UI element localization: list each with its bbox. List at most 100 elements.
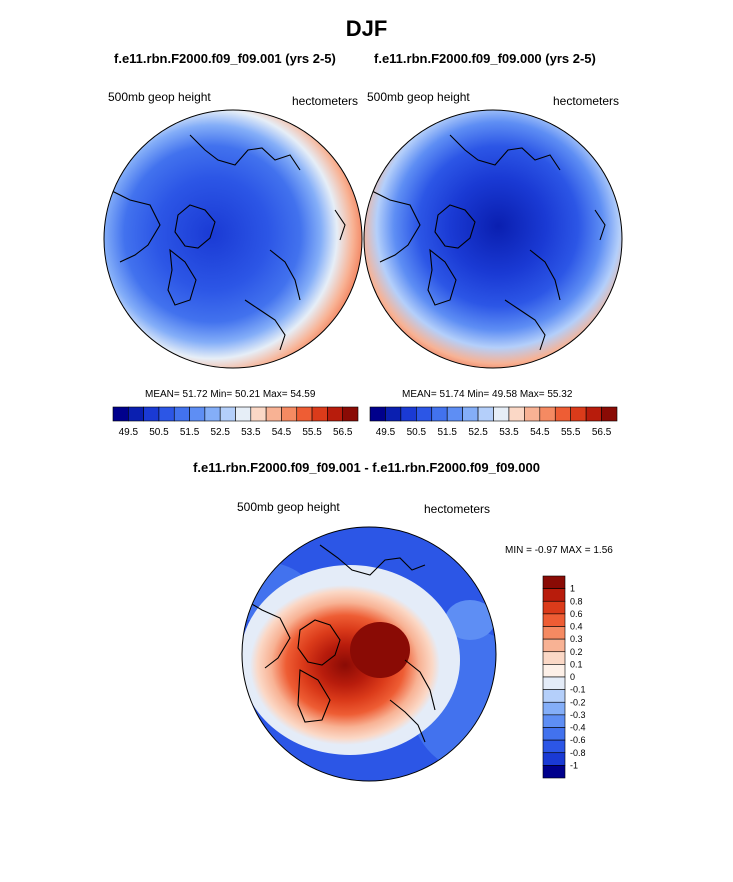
colorbar-cell xyxy=(281,406,298,422)
colorbar-cell xyxy=(542,701,566,716)
left-variable-label: 500mb geop height xyxy=(108,90,211,104)
colorbar-cell xyxy=(416,406,433,422)
left-panel-title: f.e11.rbn.F2000.f09_f09.001 (yrs 2-5) xyxy=(114,51,336,66)
colorbar-cell xyxy=(112,406,129,422)
diff-variable-label: 500mb geop height xyxy=(237,500,340,514)
colorbar-tick-label: 52.5 xyxy=(468,427,488,438)
right-map-coastlines xyxy=(369,134,606,351)
colorbar-tick-label: -0.4 xyxy=(570,723,586,733)
colorbar-cell xyxy=(219,406,236,422)
colorbar-tick-label: 49.5 xyxy=(119,427,139,438)
colorbar-cell xyxy=(542,714,566,728)
colorbar-tick-label: 51.5 xyxy=(180,427,200,438)
colorbar-tick-label: 0.6 xyxy=(570,609,583,619)
colorbar-tick-label: 53.5 xyxy=(241,427,261,438)
colorbar-tick-label: 56.5 xyxy=(592,427,612,438)
left-units-label: hectometers xyxy=(292,94,359,108)
colorbar-tick-label: 0.4 xyxy=(570,622,583,632)
colorbar-tick-label: 50.5 xyxy=(149,427,169,438)
colorbar-tick-label: -0.1 xyxy=(570,685,586,695)
colorbar-cell xyxy=(601,406,618,422)
colorbar-cell xyxy=(462,406,479,422)
colorbar-tick-label: 0.3 xyxy=(570,634,583,644)
colorbar-cell xyxy=(431,406,448,422)
colorbar-cell xyxy=(311,406,328,422)
colorbar-cell xyxy=(542,689,566,703)
left-map-coastlines xyxy=(109,134,346,351)
colorbar-cell xyxy=(400,406,417,422)
colorbar-cell xyxy=(265,406,282,422)
colorbar-tick-label: 0.2 xyxy=(570,647,583,657)
colorbar-tick-label: 56.5 xyxy=(333,427,353,438)
right-units-label: hectometers xyxy=(553,94,620,108)
colorbar-tick-label: -0.3 xyxy=(570,710,586,720)
colorbar-cell xyxy=(477,406,494,422)
colorbar-cell xyxy=(542,651,566,665)
colorbar-cell xyxy=(542,588,566,602)
diff-stats: MIN = -0.97 MAX = 1.56 xyxy=(505,545,613,556)
right-map xyxy=(363,109,623,369)
colorbar-cell xyxy=(570,406,587,422)
diff-panel-title: f.e11.rbn.F2000.f09_f09.001 - f.e11.rbn.… xyxy=(193,460,540,475)
diff-map xyxy=(241,526,497,782)
colorbar-tick-label: 0.8 xyxy=(570,596,583,606)
colorbar-cell xyxy=(542,575,566,589)
colorbar-cell xyxy=(143,406,160,422)
colorbar-cell xyxy=(542,638,566,653)
colorbar-cell xyxy=(542,752,566,766)
colorbar-tick-label: -0.2 xyxy=(570,697,586,707)
colorbar-cell xyxy=(542,600,566,615)
colorbar-cell xyxy=(173,406,190,422)
colorbar-cell xyxy=(204,406,221,422)
colorbar-tick-label: 1 xyxy=(570,584,575,594)
colorbar-cell xyxy=(508,406,525,422)
colorbar-tick-label: 52.5 xyxy=(210,427,230,438)
colorbar-cell xyxy=(542,727,566,741)
right-stats: MEAN= 51.74 Min= 49.58 Max= 55.32 xyxy=(402,389,573,400)
colorbar-cell xyxy=(342,406,359,422)
colorbar-cell xyxy=(296,406,313,422)
colorbar-cell xyxy=(585,406,602,422)
colorbar-cell xyxy=(189,406,206,422)
colorbar-tick-label: -0.8 xyxy=(570,748,586,758)
left-colorbar: 49.5 50.5 51.5 52.5 53.5 54.5 55.5 56.5 xyxy=(112,406,359,438)
figure-title: DJF xyxy=(345,16,388,41)
colorbar-cell xyxy=(493,406,510,422)
colorbar-cell xyxy=(542,765,566,779)
right-panel-title: f.e11.rbn.F2000.f09_f09.000 (yrs 2-5) xyxy=(374,51,596,66)
colorbar-tick-label: 55.5 xyxy=(302,427,322,438)
colorbar-cell xyxy=(235,406,252,422)
colorbar-tick-label: 53.5 xyxy=(499,427,519,438)
colorbar-cell xyxy=(542,676,566,690)
colorbar-tick-label: -1 xyxy=(570,760,578,770)
colorbar-tick-label: 0 xyxy=(570,672,575,682)
colorbar-cell xyxy=(327,406,343,422)
colorbar-tick-label: 0.1 xyxy=(570,659,583,669)
colorbar-cell xyxy=(385,406,402,422)
colorbar-cell xyxy=(524,406,541,422)
colorbar-cell xyxy=(446,406,463,422)
diff-colorbar: 1 0.8 0.6 0.4 0.3 0.2 0.1 0 -0.1 -0.2 -0.3 -0.4 -0.6… xyxy=(542,575,586,779)
colorbar-cell xyxy=(542,664,566,678)
colorbar-cell xyxy=(554,406,571,422)
diff-map-coastlines xyxy=(244,544,436,743)
colorbar-cell xyxy=(158,406,175,422)
colorbar-cell xyxy=(250,406,267,422)
colorbar-cell xyxy=(542,626,566,640)
colorbar-tick-label: 54.5 xyxy=(530,427,550,438)
colorbar-tick-label: 50.5 xyxy=(407,427,427,438)
colorbar-tick-label: 55.5 xyxy=(561,427,581,438)
colorbar-cell xyxy=(369,406,386,422)
left-stats: MEAN= 51.72 Min= 50.21 Max= 54.59 xyxy=(145,389,316,400)
left-map xyxy=(103,109,363,369)
colorbar-tick-label: 54.5 xyxy=(272,427,292,438)
colorbar-cell xyxy=(542,613,566,627)
colorbar-cell xyxy=(539,406,556,422)
right-colorbar: 49.5 50.5 51.5 52.5 53.5 54.5 55.5 56.5 xyxy=(369,406,618,438)
right-variable-label: 500mb geop height xyxy=(367,90,470,104)
colorbar-cell xyxy=(128,406,144,422)
colorbar-cell xyxy=(542,739,566,754)
colorbar-tick-label: 49.5 xyxy=(376,427,396,438)
diff-units-label: hectometers xyxy=(424,502,491,516)
